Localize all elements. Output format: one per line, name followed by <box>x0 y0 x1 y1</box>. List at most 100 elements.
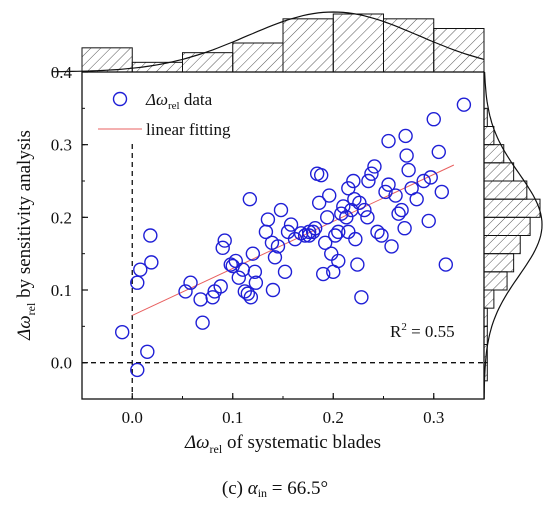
data-point <box>130 362 145 378</box>
caption-text: = 66.5° <box>267 478 329 499</box>
data-point <box>265 282 281 298</box>
x-histogram-bar <box>282 18 334 73</box>
data-point <box>283 217 299 232</box>
data-point <box>322 188 337 203</box>
data-point <box>350 257 365 272</box>
x-histogram-bar <box>232 42 284 73</box>
data-point <box>320 210 335 225</box>
data-point <box>347 191 362 207</box>
y-axis-label-sub: rel <box>24 302 38 315</box>
x-tick-label: 0.0 <box>122 408 143 427</box>
data-point <box>456 97 472 112</box>
y-histogram-bar <box>483 235 521 255</box>
data-point <box>339 210 354 225</box>
data-point <box>301 228 317 243</box>
data-point <box>357 202 372 218</box>
data-point <box>416 173 431 189</box>
data-point <box>409 191 424 207</box>
x-axis-ticks: 0.0 0.1 0.2 0.3 <box>81 393 485 427</box>
x-axis-label: Δωrel of systematic blades <box>184 432 381 456</box>
legend-entry-data-text: data <box>180 90 213 109</box>
r-squared-prefix: R <box>390 322 402 341</box>
y-histogram-bar <box>483 198 541 218</box>
data-point <box>434 184 449 200</box>
data-point <box>421 213 436 229</box>
x-histogram-bar <box>383 18 435 73</box>
x-histogram-bar <box>433 28 485 73</box>
data-point <box>394 202 409 218</box>
data-point <box>331 253 346 269</box>
r-squared-value: = 0.55 <box>407 322 455 341</box>
data-point <box>205 290 220 305</box>
data-point <box>144 255 159 270</box>
legend-marker-circle <box>112 91 128 107</box>
data-point <box>360 210 375 225</box>
data-point <box>354 290 369 305</box>
data-point <box>228 253 243 269</box>
data-point <box>280 224 296 240</box>
x-axis-label-sub: rel <box>210 442 223 456</box>
data-point <box>313 167 329 183</box>
x-axis-label-text: of systematic blades <box>222 432 381 453</box>
y-histogram-bar <box>483 144 505 164</box>
y-density-curve <box>483 71 543 399</box>
x-histogram-bar <box>81 47 133 73</box>
data-point <box>318 235 333 250</box>
data-point <box>114 324 130 340</box>
data-point <box>247 264 263 280</box>
data-point <box>341 181 356 196</box>
y-axis-ticks: 0.0 0.1 0.2 0.3 0.4 <box>51 63 88 400</box>
y-histogram-bar <box>483 126 495 146</box>
data-point <box>277 264 293 280</box>
data-point <box>316 266 331 282</box>
data-point <box>245 246 261 261</box>
data-point <box>215 240 230 256</box>
data-points <box>114 97 472 378</box>
y-tick-label: 0.4 <box>51 63 73 82</box>
reference-lines <box>82 144 484 399</box>
y-histogram-bar <box>483 216 531 236</box>
caption-label: (c) <box>221 478 248 499</box>
data-point <box>397 221 412 236</box>
data-point <box>364 166 379 181</box>
data-point <box>311 195 327 211</box>
x-tick-label: 0.3 <box>423 408 444 427</box>
data-point <box>143 228 158 243</box>
y-histogram-bar <box>483 180 528 200</box>
data-point <box>140 344 155 359</box>
y-histogram-bar <box>483 162 515 182</box>
caption-sub: in <box>257 486 268 500</box>
data-point <box>223 257 238 272</box>
data-point <box>133 262 148 277</box>
data-point <box>367 159 382 174</box>
data-point <box>213 279 228 294</box>
data-point <box>398 128 413 144</box>
y-histogram-bar <box>483 289 495 309</box>
data-point <box>346 173 361 189</box>
data-point <box>231 270 246 285</box>
legend-entry-data: Δωrel data <box>145 90 213 112</box>
data-point <box>381 177 396 192</box>
x-axis-label-symbol: Δω <box>184 432 210 453</box>
y-tick-label: 0.1 <box>51 281 72 300</box>
data-point <box>183 275 198 290</box>
data-point <box>391 206 406 221</box>
data-point <box>388 188 403 203</box>
data-point <box>328 228 343 243</box>
data-point <box>348 231 363 247</box>
data-point <box>130 275 145 290</box>
data-point <box>260 212 276 227</box>
y-histogram-bar <box>483 271 508 291</box>
data-point <box>399 148 414 163</box>
x-histogram-bar <box>182 52 234 73</box>
figure-caption: (c) αin = 66.5° <box>0 478 550 501</box>
legend: Δωrel data linear fitting <box>98 90 231 139</box>
data-point <box>361 173 376 189</box>
y-axis-label: Δωrel by sensitivity analysis <box>14 130 38 341</box>
x-density-curve <box>51 11 485 73</box>
x-histogram <box>51 11 485 73</box>
data-point <box>324 246 339 261</box>
x-histogram-bar <box>332 13 384 73</box>
y-tick-label: 0.0 <box>51 354 72 373</box>
